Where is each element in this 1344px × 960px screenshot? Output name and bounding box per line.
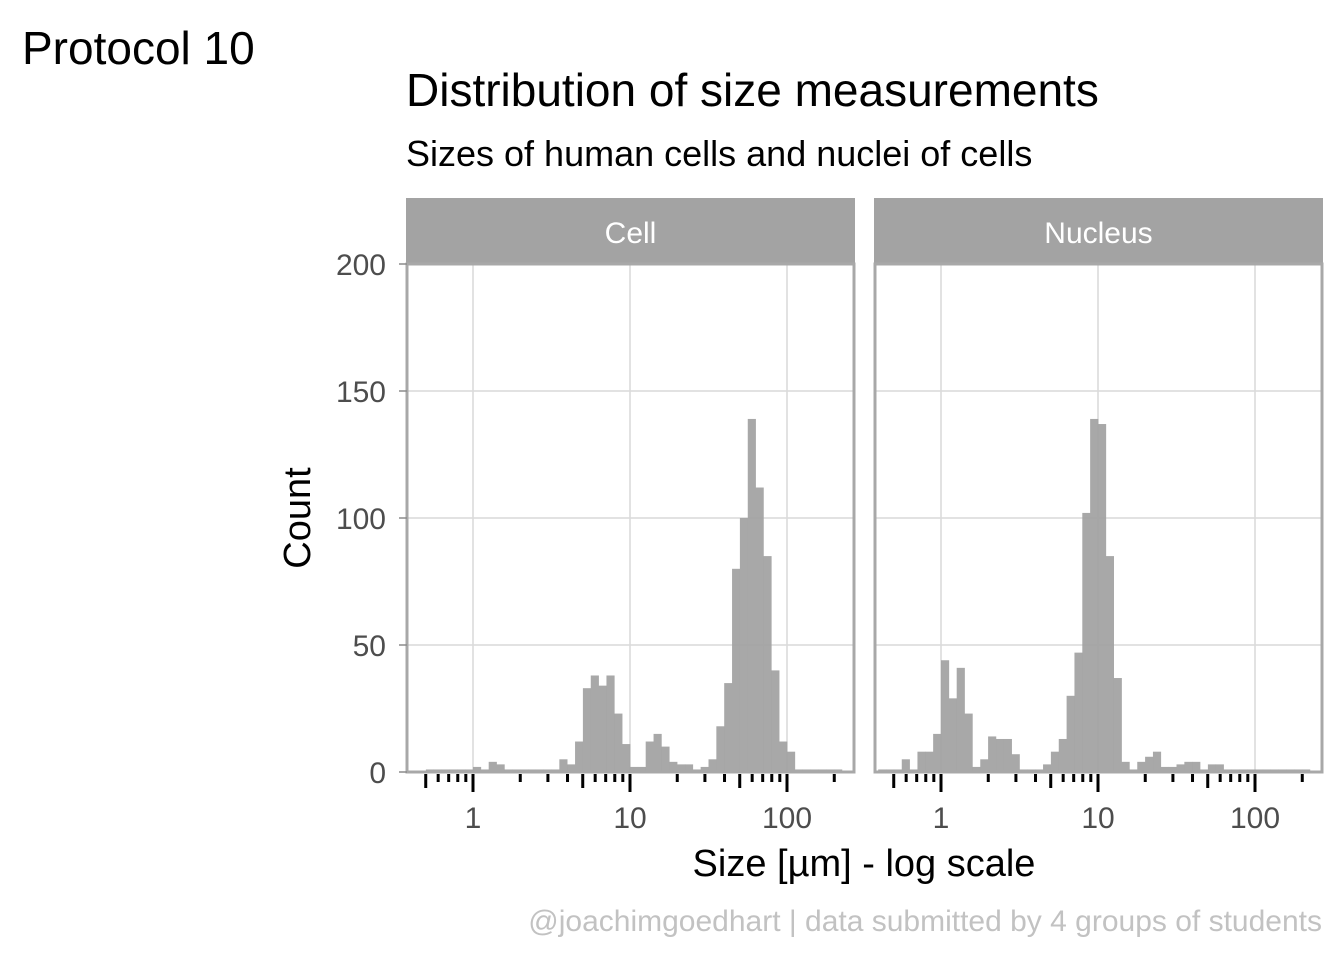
- plot-tag: Protocol 10: [22, 22, 255, 74]
- histogram-bar: [598, 685, 607, 772]
- y-tick-label: 100: [336, 503, 386, 536]
- facet-strip-label: Nucleus: [1044, 217, 1152, 250]
- histogram-bar: [763, 556, 772, 772]
- panel-border: [873, 262, 1324, 774]
- histogram-bar: [917, 751, 926, 772]
- histogram-bar: [925, 751, 934, 772]
- histogram-bar: [1043, 764, 1052, 772]
- y-tick-label: 150: [336, 376, 386, 409]
- y-axis: 0 50 100 150 200: [336, 249, 407, 790]
- histogram-bar: [637, 766, 646, 772]
- caption: @joachimgoedhart | data submitted by 4 g…: [528, 905, 1322, 938]
- histogram-bar: [1168, 766, 1177, 772]
- x-tick-label: 100: [1230, 802, 1280, 835]
- histogram-bar: [473, 766, 482, 772]
- histogram-bar: [1090, 418, 1099, 772]
- y-tick-label: 50: [353, 630, 386, 663]
- facet-strip: [406, 198, 855, 264]
- histogram-bar: [1011, 754, 1020, 772]
- histogram-bar: [755, 487, 764, 772]
- histogram-bar: [630, 766, 639, 772]
- facet-panels: Cell 1 10 100 Nucleus 1 10 100: [405, 198, 1324, 835]
- facet-panel-cell: Cell 1 10 100: [405, 198, 856, 835]
- histogram-bar: [661, 746, 670, 772]
- histogram-bar: [590, 675, 599, 772]
- histogram-bar: [941, 660, 950, 772]
- histogram-bar: [1105, 556, 1114, 772]
- histogram-bar: [582, 688, 592, 772]
- histogram-bar: [567, 764, 576, 772]
- y-tick-label: 0: [369, 757, 386, 790]
- x-tick-label: 100: [762, 802, 812, 835]
- chart-title: Distribution of size measurements: [406, 64, 1099, 116]
- histogram-bar: [1113, 678, 1122, 772]
- histogram-bar: [732, 568, 741, 772]
- histogram-bar: [669, 761, 678, 772]
- x-axis-title: Size [µm] - log scale: [693, 843, 1036, 885]
- histogram-bar: [1215, 764, 1224, 772]
- histogram-bar: [972, 766, 981, 772]
- histogram-bar: [787, 751, 796, 772]
- histogram-bar: [708, 759, 717, 772]
- histogram-bar: [964, 713, 973, 772]
- facet-panel-nucleus: Nucleus 1 10 100: [873, 198, 1324, 835]
- histogram-bar: [739, 518, 749, 772]
- histogram-bar: [575, 741, 584, 772]
- histogram-bar: [645, 741, 654, 772]
- histogram-bar: [496, 764, 505, 772]
- histogram-bar: [1160, 766, 1169, 772]
- histogram-bar: [995, 738, 1005, 772]
- histogram-bar: [1058, 738, 1067, 772]
- histogram-bar: [1082, 512, 1091, 772]
- histogram-bar: [980, 759, 989, 772]
- histogram-bar: [700, 766, 709, 772]
- chart-subtitle: Sizes of human cells and nuclei of cells: [406, 133, 1032, 174]
- histogram-bar: [1066, 695, 1075, 772]
- histogram-bar: [747, 418, 756, 772]
- histogram-bar: [1050, 751, 1060, 772]
- histogram-bar: [559, 759, 568, 772]
- histogram-bar: [1184, 761, 1193, 772]
- histogram-bar: [1207, 764, 1217, 772]
- histogram-bar: [1192, 761, 1201, 772]
- histogram-bar: [948, 698, 957, 772]
- histogram-bar: [956, 667, 965, 772]
- histogram-bar: [614, 713, 623, 772]
- facet-strip-label: Cell: [605, 217, 657, 250]
- histogram-bar: [779, 741, 788, 772]
- x-tick-label: 1: [465, 802, 482, 835]
- histogram-bar: [1003, 738, 1012, 772]
- histogram-bar: [653, 733, 662, 772]
- histogram-bar: [933, 733, 942, 772]
- y-axis-title: Count: [277, 467, 319, 569]
- y-tick-label: 200: [336, 249, 386, 282]
- histogram-bar: [1098, 424, 1107, 772]
- histogram-bar: [901, 759, 910, 772]
- histogram-bar: [1145, 756, 1154, 772]
- x-tick-label: 1: [933, 802, 950, 835]
- x-tick-label: 10: [1081, 802, 1114, 835]
- x-tick-label: 10: [613, 802, 646, 835]
- histogram-bar: [988, 736, 997, 772]
- histogram-bar: [677, 764, 686, 772]
- histogram-bar: [684, 764, 694, 772]
- histogram-bar: [724, 683, 733, 772]
- histogram-bar: [1176, 764, 1185, 772]
- facet-strip: [874, 198, 1323, 264]
- histogram-bar: [771, 670, 780, 772]
- histogram-bar: [622, 744, 631, 772]
- histogram-bar: [488, 761, 497, 772]
- histogram-bar: [1137, 761, 1146, 772]
- histogram-bar: [1152, 751, 1162, 772]
- histogram-bar: [606, 675, 615, 772]
- histogram-bar: [1121, 761, 1130, 772]
- histogram-bar: [716, 726, 725, 772]
- histogram-bar: [1074, 652, 1083, 772]
